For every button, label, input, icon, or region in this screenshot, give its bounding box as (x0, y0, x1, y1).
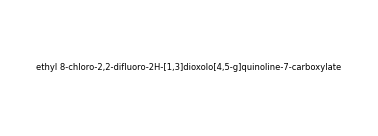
Text: ethyl 8-chloro-2,2-difluoro-2H-[1,3]dioxolo[4,5-g]quinoline-7-carboxylate: ethyl 8-chloro-2,2-difluoro-2H-[1,3]diox… (36, 64, 342, 72)
